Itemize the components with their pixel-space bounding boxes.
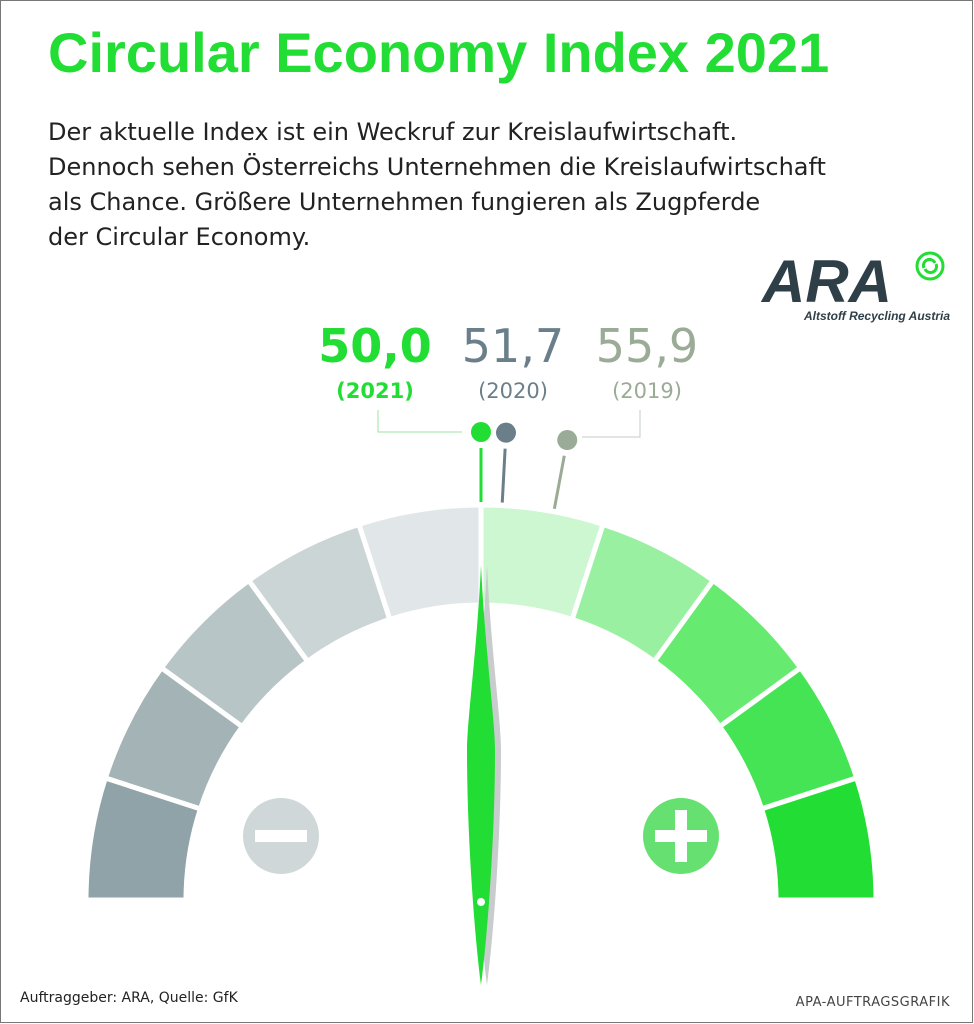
logo-icon [915, 251, 945, 281]
title: Circular Economy Index 2021 [48, 21, 829, 84]
subtitle-line: der Circular Economy. [48, 223, 310, 251]
subtitle-line: Der aktuelle Index ist ein Weckruf zur K… [48, 118, 737, 146]
marker-stem [500, 448, 507, 503]
connector [377, 410, 462, 433]
source: Auftraggeber: ARA, Quelle: GfK [20, 990, 239, 1006]
value-label: 55,9 [596, 319, 698, 373]
marker-dot [471, 422, 491, 442]
subtitle-line: als Chance. Größere Unternehmen fungiere… [48, 188, 760, 216]
gauge [83, 502, 879, 903]
plus-bar [675, 810, 687, 862]
needle-pivot [477, 898, 485, 906]
connector [582, 410, 641, 438]
marker-stem [552, 455, 566, 510]
marker-dot [557, 430, 578, 451]
value-label: 51,7 [462, 319, 564, 373]
logo-arrows [921, 257, 939, 275]
legend-label: (2019) [612, 379, 682, 403]
logo-tagline: Altstoff Recycling Austria [803, 309, 950, 323]
subtitle: Der aktuelle Index ist ein Weckruf zur K… [48, 118, 826, 251]
subtitle-line: Dennoch sehen Österreichs Unternehmen di… [48, 152, 826, 181]
legend-label: (2021) [336, 379, 414, 403]
legend-label: (2020) [478, 379, 548, 403]
marker-dot [495, 422, 516, 443]
value-label: 50,0 [318, 319, 432, 373]
minus-bar [255, 830, 307, 842]
logo-name: ARA [760, 248, 892, 315]
credit: APA-AUFTRAGSGRAFIK [796, 995, 950, 1010]
needle [467, 565, 495, 985]
gauge-segment [758, 774, 879, 903]
